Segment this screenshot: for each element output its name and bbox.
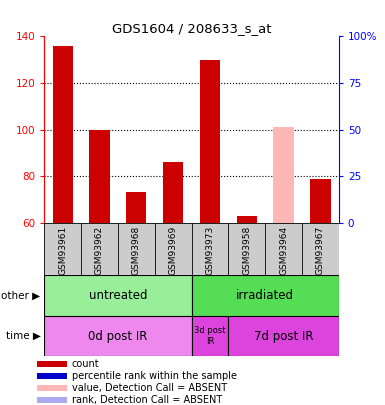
Bar (228, 316, 339, 356)
Bar (163, 162, 183, 223)
Bar (37, 397, 67, 403)
Bar (273, 127, 294, 223)
Text: GSM93967: GSM93967 (316, 225, 325, 275)
Text: rank, Detection Call = ABSENT: rank, Detection Call = ABSENT (72, 395, 222, 405)
Text: 3d post
IR: 3d post IR (194, 326, 226, 346)
Text: 7d post IR: 7d post IR (254, 330, 313, 343)
Text: 0d post IR: 0d post IR (88, 330, 147, 343)
Bar (44, 275, 192, 316)
Text: GSM93973: GSM93973 (206, 225, 214, 275)
Text: untreated: untreated (89, 289, 147, 302)
Bar (200, 60, 220, 223)
Text: GSM93969: GSM93969 (169, 225, 177, 275)
Text: GSM93964: GSM93964 (279, 225, 288, 275)
Text: irradiated: irradiated (236, 289, 294, 302)
Bar (192, 275, 339, 316)
Text: percentile rank within the sample: percentile rank within the sample (72, 371, 237, 381)
Bar (89, 130, 110, 223)
Bar (37, 385, 67, 391)
Bar (192, 316, 228, 356)
Bar (310, 179, 330, 223)
Bar (37, 373, 67, 379)
Bar (126, 192, 146, 223)
Text: GSM93961: GSM93961 (58, 225, 67, 275)
Text: GSM93962: GSM93962 (95, 225, 104, 275)
Text: GSM93968: GSM93968 (132, 225, 141, 275)
Title: GDS1604 / 208633_s_at: GDS1604 / 208633_s_at (112, 22, 271, 35)
Bar (53, 46, 73, 223)
Text: value, Detection Call = ABSENT: value, Detection Call = ABSENT (72, 383, 227, 393)
Bar (44, 316, 192, 356)
Bar (37, 360, 67, 367)
Bar (237, 216, 257, 223)
Text: other ▶: other ▶ (1, 291, 40, 301)
Text: count: count (72, 359, 99, 369)
Text: GSM93958: GSM93958 (242, 225, 251, 275)
Text: time ▶: time ▶ (5, 331, 40, 341)
